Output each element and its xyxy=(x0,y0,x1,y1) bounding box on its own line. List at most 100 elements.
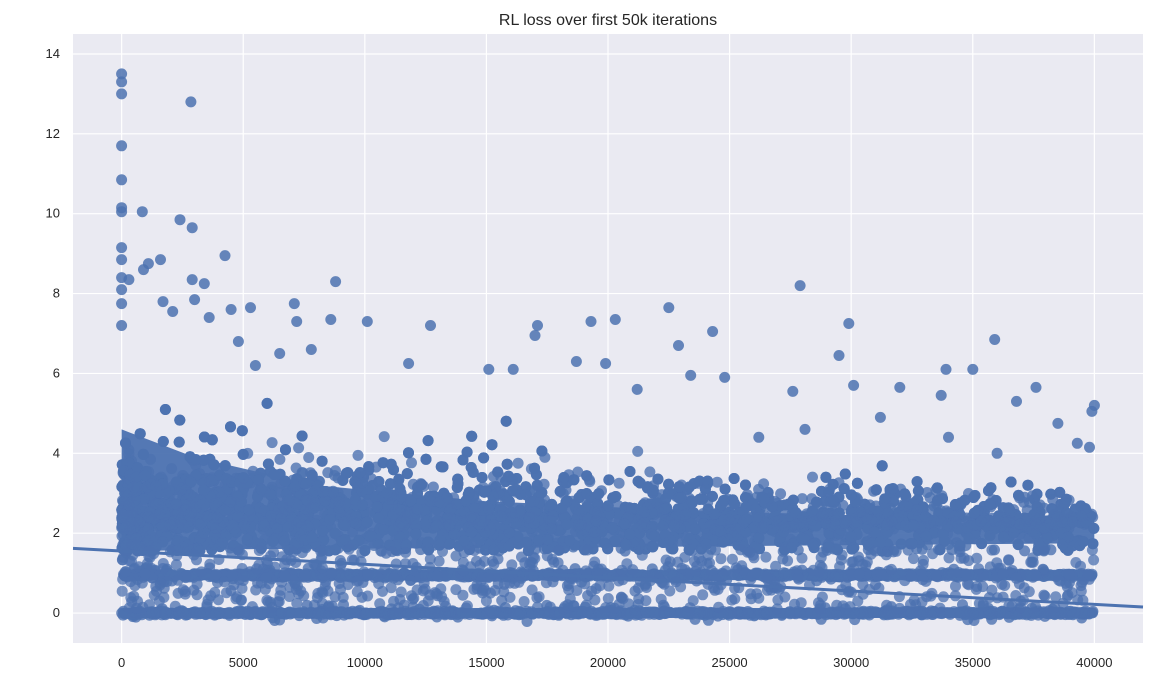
data-point xyxy=(1076,510,1088,522)
data-point xyxy=(206,544,218,556)
data-point xyxy=(689,523,701,535)
data-point xyxy=(486,439,498,451)
data-point xyxy=(225,421,236,433)
data-point xyxy=(208,459,220,471)
data-point xyxy=(911,476,923,488)
data-point xyxy=(644,466,656,478)
data-point xyxy=(647,541,659,553)
data-point xyxy=(854,506,866,518)
data-point xyxy=(839,468,851,480)
data-point xyxy=(751,512,763,523)
data-point xyxy=(827,495,839,507)
data-point xyxy=(807,471,818,483)
data-point xyxy=(796,493,808,505)
data-point xyxy=(134,428,146,440)
data-point xyxy=(632,475,644,487)
data-point xyxy=(963,532,975,544)
data-point xyxy=(870,484,882,496)
data-point xyxy=(497,542,509,554)
data-point xyxy=(492,466,504,478)
data-point xyxy=(928,514,940,526)
data-point xyxy=(441,492,453,504)
data-point xyxy=(673,492,685,504)
data-point xyxy=(758,478,770,490)
data-point xyxy=(452,473,464,485)
data-point xyxy=(976,538,988,550)
data-point xyxy=(866,514,878,526)
data-point xyxy=(603,474,615,486)
data-point xyxy=(420,453,432,465)
data-point xyxy=(410,528,422,540)
data-point xyxy=(984,498,996,510)
data-point xyxy=(756,491,768,503)
data-point xyxy=(740,479,751,491)
data-point xyxy=(688,478,700,490)
data-point xyxy=(816,485,827,497)
data-point xyxy=(330,465,341,477)
data-point xyxy=(166,463,178,475)
data-point xyxy=(1054,486,1066,498)
data-point xyxy=(256,484,268,496)
data-point xyxy=(261,397,273,409)
data-point xyxy=(1022,479,1034,491)
data-point xyxy=(1012,539,1024,551)
data-point xyxy=(120,437,131,449)
data-point xyxy=(466,430,478,442)
data-point xyxy=(303,452,315,463)
data-point xyxy=(624,466,636,477)
data-point xyxy=(851,477,863,489)
data-point xyxy=(1046,503,1058,515)
data-point xyxy=(984,530,996,542)
data-point xyxy=(558,472,570,483)
data-point xyxy=(388,464,399,476)
data-point xyxy=(422,435,434,447)
data-point xyxy=(422,536,434,548)
data-point xyxy=(694,493,706,505)
data-point xyxy=(511,517,522,529)
data-point xyxy=(887,483,899,495)
data-point xyxy=(546,498,558,510)
data-point xyxy=(741,513,753,525)
data-point xyxy=(968,492,979,503)
data-point xyxy=(342,467,354,479)
data-point xyxy=(673,481,685,493)
data-point xyxy=(496,510,507,522)
data-point xyxy=(219,460,231,472)
data-point xyxy=(478,452,490,464)
data-point xyxy=(298,477,310,489)
data-point xyxy=(998,531,1009,543)
data-point xyxy=(500,415,512,427)
data-point xyxy=(258,520,270,532)
data-point xyxy=(728,473,740,484)
data-point xyxy=(274,453,286,465)
data-point xyxy=(911,504,923,516)
chart-title: RL loss over first 50k iterations xyxy=(499,12,717,29)
data-point xyxy=(157,436,169,447)
data-point xyxy=(373,512,385,524)
data-point xyxy=(324,514,336,526)
data-point xyxy=(427,481,439,493)
data-point xyxy=(236,425,248,437)
data-point xyxy=(279,475,291,487)
data-point xyxy=(556,502,568,514)
data-point xyxy=(403,447,414,459)
data-point xyxy=(613,477,625,489)
data-point xyxy=(536,445,548,457)
data-point xyxy=(237,448,249,460)
data-point xyxy=(457,454,469,466)
data-point xyxy=(1013,489,1024,501)
data-point xyxy=(876,460,888,472)
data-point xyxy=(632,445,644,457)
data-point xyxy=(185,476,197,488)
data-point xyxy=(377,457,389,469)
data-point xyxy=(820,471,832,483)
data-point xyxy=(1005,476,1017,488)
data-point xyxy=(581,470,593,482)
data-point xyxy=(458,535,470,547)
data-point xyxy=(1031,488,1043,500)
data-point xyxy=(361,516,373,528)
data-point xyxy=(406,457,417,469)
data-point xyxy=(198,431,210,443)
